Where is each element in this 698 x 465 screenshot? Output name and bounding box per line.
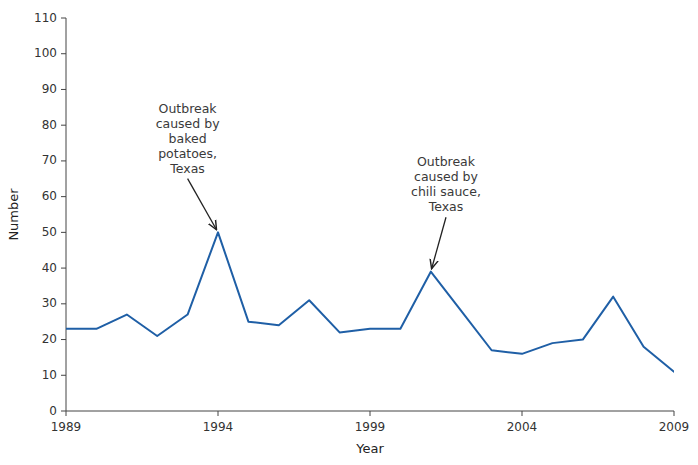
y-tick	[61, 89, 66, 90]
x-tick-label: 1994	[203, 420, 234, 434]
chart-container: 0 10 20 30 40 50 60 70 80 90 100 110 1989 1994 1999 200…	[0, 0, 698, 465]
plot-area	[66, 232, 674, 371]
x-tick-label: 2004	[507, 420, 538, 434]
y-tick	[61, 375, 66, 376]
annotations: Outbreakcaused bybakedpotatoes,TexasOutb…	[156, 101, 481, 269]
y-tick	[61, 411, 66, 412]
chart-svg: 0 10 20 30 40 50 60 70 80 90 100 110 1989 1994 1999 200…	[0, 0, 698, 465]
annotation-text: Outbreakcaused bychili sauce,Texas	[411, 154, 481, 214]
data-line	[66, 232, 674, 371]
annotation-arrow	[432, 217, 446, 269]
y-tick	[61, 339, 66, 340]
annotation-line: Outbreak	[417, 154, 476, 169]
x-tick	[370, 411, 371, 416]
y-tick	[61, 232, 66, 233]
x-tick	[522, 411, 523, 416]
y-tick-label: 10	[42, 368, 57, 382]
y-tick-label: 40	[42, 261, 57, 275]
annotation-arrow	[188, 179, 217, 230]
annotation-line: caused by	[156, 116, 221, 131]
y-tick	[61, 196, 66, 197]
y-tick	[61, 53, 66, 54]
y-tick-label: 30	[42, 296, 57, 310]
annotation-line: baked	[169, 131, 207, 146]
y-tick-label: 80	[42, 118, 57, 132]
annotation-line: Texas	[169, 161, 205, 176]
y-axis-label: Number	[6, 188, 21, 241]
x-tick	[674, 411, 675, 416]
y-tick	[61, 18, 66, 19]
annotation-line: chili sauce,	[411, 184, 481, 199]
y-tick	[61, 160, 66, 161]
x-tick	[218, 411, 219, 416]
axes: 0 10 20 30 40 50 60 70 80 90 100 110 1989 1994 1999 200…	[34, 11, 689, 435]
x-axis-line	[66, 411, 674, 412]
y-axis-line	[66, 18, 67, 411]
x-tick-label: 1989	[51, 420, 82, 434]
y-tick-label: 50	[42, 225, 57, 239]
y-tick-label: 100	[34, 46, 57, 60]
annotation-line: Outbreak	[159, 101, 218, 116]
x-axis-label: Year	[355, 441, 384, 456]
x-tick-label: 2009	[659, 420, 690, 434]
annotation-line: potatoes,	[158, 146, 217, 161]
y-tick-label: 70	[42, 153, 57, 167]
x-tick	[66, 411, 67, 416]
annotation-line: caused by	[414, 169, 479, 184]
annotation-text: Outbreakcaused bybakedpotatoes,Texas	[156, 101, 221, 176]
y-tick-label: 60	[42, 189, 57, 203]
y-tick	[61, 125, 66, 126]
y-tick	[61, 303, 66, 304]
annotation-line: Texas	[428, 199, 464, 214]
y-tick-label: 110	[34, 11, 57, 25]
x-tick-label: 1999	[355, 420, 386, 434]
y-tick-label: 90	[42, 82, 57, 96]
y-tick-label: 0	[49, 404, 57, 418]
y-tick	[61, 268, 66, 269]
y-tick-label: 20	[42, 332, 57, 346]
